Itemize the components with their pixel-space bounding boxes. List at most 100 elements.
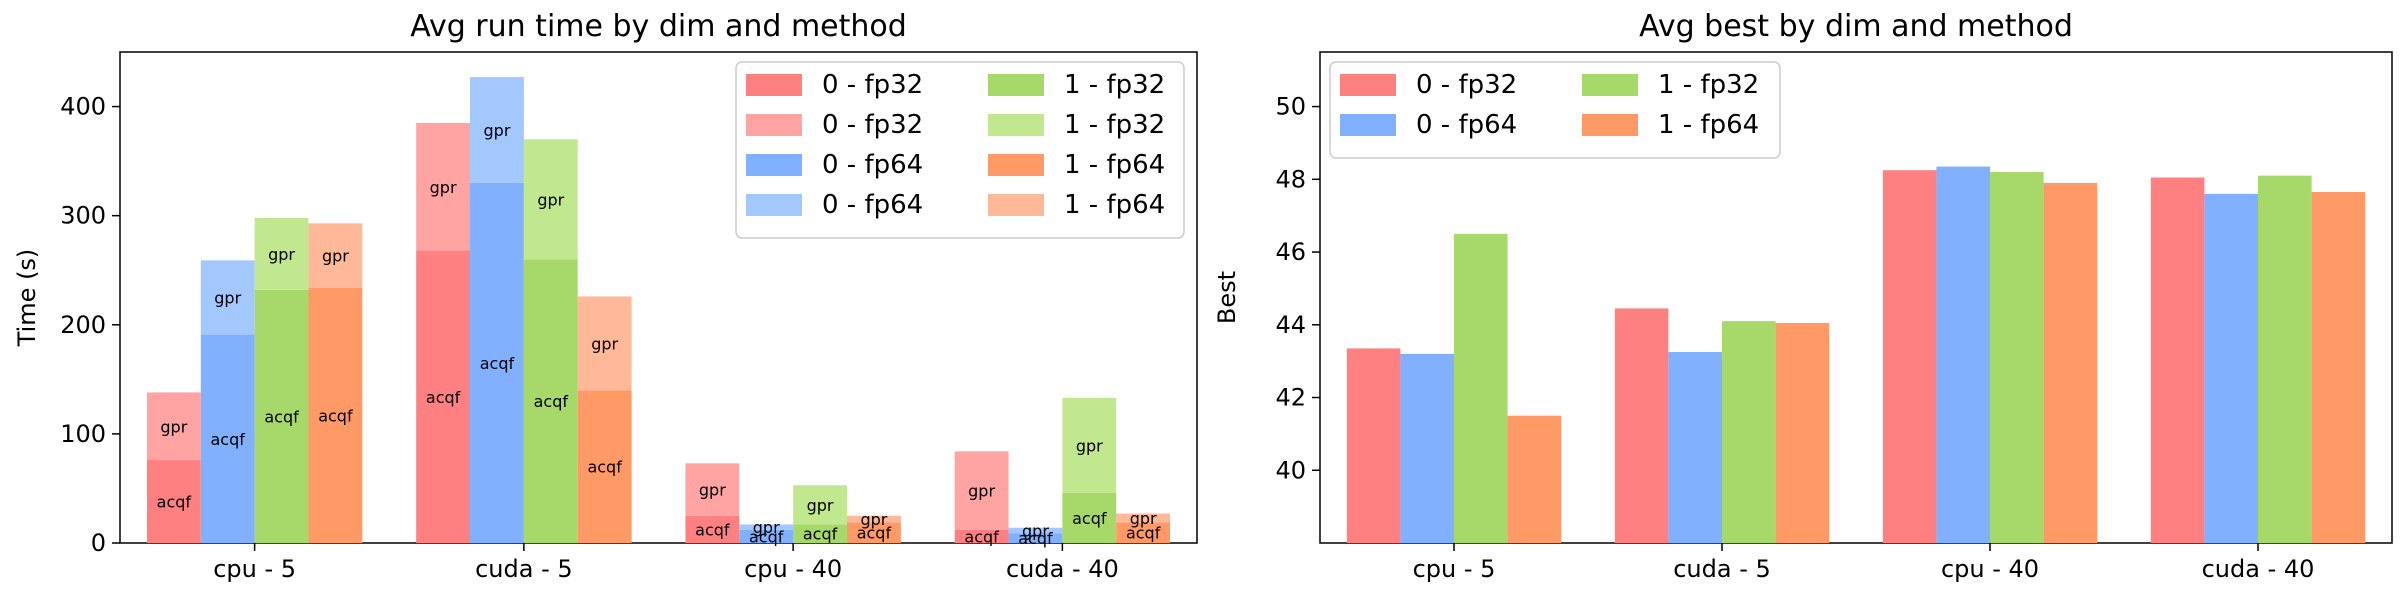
runtime-bar-gpr <box>793 485 847 525</box>
runtime-legend-label: 1 - fp64 <box>1064 150 1165 180</box>
runtime-bar-gpr <box>254 217 309 290</box>
runtime-segment-label-gpr: gpr <box>860 510 887 529</box>
runtime-segment-label-gpr: gpr <box>1076 436 1103 455</box>
best-y-tick-label: 44 <box>1275 311 1306 339</box>
best-x-tick-label: cuda - 40 <box>2202 555 2315 583</box>
runtime-y-tick-label: 100 <box>60 420 106 448</box>
runtime-legend-frame <box>735 61 1185 239</box>
runtime-bar-acqf <box>1062 492 1117 543</box>
runtime-legend-swatch <box>988 114 1044 136</box>
best-bar <box>1668 352 1722 543</box>
best-bar <box>1990 172 2044 543</box>
best-legend-swatch <box>1582 74 1638 96</box>
runtime-segment-label-acqf: acqf <box>695 520 730 539</box>
best-y-axis-label: Best <box>1213 271 1241 324</box>
best-x-tick-label: cuda - 5 <box>1673 555 1771 583</box>
best-legend-frame <box>1329 61 1781 159</box>
best-legend: 0 - fp32 0 - fp64 1 - fp32 1 - fp64 <box>1329 61 1781 159</box>
runtime-bar-acqf <box>308 287 363 543</box>
runtime-bar-acqf <box>846 522 901 543</box>
runtime-bar-acqf <box>1116 522 1171 543</box>
runtime-title: Avg run time by dim and method <box>410 9 907 44</box>
runtime-bar-gpr <box>470 77 524 183</box>
best-x-tick-label: cpu - 5 <box>1413 555 1496 583</box>
best-bar <box>1722 321 1776 543</box>
runtime-bar-gpr <box>954 451 1009 530</box>
runtime-bar-gpr <box>1008 527 1063 534</box>
runtime-bar-acqf <box>685 515 740 543</box>
runtime-bar-acqf <box>739 529 794 543</box>
runtime-legend-swatch <box>746 194 802 216</box>
runtime-bar-acqf <box>523 259 578 543</box>
runtime-segment-label-acqf: acqf <box>264 407 299 426</box>
runtime-legend-swatch <box>988 154 1044 176</box>
runtime-bar-gpr <box>1062 397 1117 493</box>
runtime-segment-label-gpr: gpr <box>430 178 457 197</box>
runtime-legend-swatch <box>988 194 1044 216</box>
runtime-legend-label: 1 - fp32 <box>1064 70 1165 100</box>
best-bar <box>1936 166 1990 544</box>
best-bar <box>2204 193 2258 543</box>
runtime-segment-label-gpr: gpr <box>1022 521 1049 540</box>
runtime-segment-label-acqf: acqf <box>803 525 838 544</box>
runtime-legend: 0 - fp32 0 - fp32 0 - fp64 0 - fp64 1 - fp32… <box>735 61 1185 239</box>
runtime-segment-label-acqf: acqf <box>480 354 515 373</box>
runtime-bar-acqf <box>416 250 471 544</box>
best-legend-swatch <box>1582 114 1638 136</box>
best-bar <box>2258 175 2312 544</box>
best-legend-label: 1 - fp32 <box>1658 70 1759 100</box>
runtime-legend-swatch <box>746 154 802 176</box>
runtime-y-axis-label: Time (s) <box>13 249 41 348</box>
runtime-legend-label: 1 - fp64 <box>1064 190 1165 220</box>
runtime-bar-gpr <box>416 122 471 251</box>
runtime-segment-label-acqf: acqf <box>1072 509 1107 528</box>
runtime-segment-label-gpr: gpr <box>968 482 995 501</box>
runtime-segment-label-gpr: gpr <box>160 417 187 436</box>
best-bar <box>1507 415 1562 543</box>
runtime-segment-label-gpr: gpr <box>591 334 618 353</box>
runtime-y-tick-label: 300 <box>60 202 106 230</box>
best-x-tick-label: cpu - 40 <box>1941 555 2039 583</box>
runtime-bar-gpr <box>523 139 578 260</box>
runtime-bar-acqf <box>577 390 632 543</box>
runtime-segment-label-gpr: gpr <box>699 481 726 500</box>
best-bar <box>2311 192 2366 543</box>
best-bar <box>1454 233 1508 543</box>
runtime-segment-label-acqf: acqf <box>534 392 569 411</box>
runtime-segment-label-acqf: acqf <box>157 493 192 512</box>
runtime-segment-label-gpr: gpr <box>1130 509 1157 528</box>
best-bar <box>1882 170 1937 543</box>
runtime-segment-label-acqf: acqf <box>857 524 892 543</box>
runtime-bar-acqf <box>793 524 847 543</box>
best-legend-label: 0 - fp64 <box>1416 110 1517 140</box>
runtime-segment-label-gpr: gpr <box>484 121 511 140</box>
best-y-tick-label: 42 <box>1275 384 1306 412</box>
runtime-bar-acqf <box>254 289 309 543</box>
runtime-segment-label-acqf: acqf <box>587 458 622 477</box>
runtime-bar-gpr <box>577 296 632 391</box>
runtime-bar-acqf <box>146 460 201 543</box>
runtime-segment-label-gpr: gpr <box>268 245 295 264</box>
best-legend-label: 1 - fp64 <box>1658 110 1759 140</box>
runtime-legend-label: 0 - fp32 <box>822 70 923 100</box>
runtime-segment-label-acqf: acqf <box>964 527 999 546</box>
runtime-y-tick-label: 200 <box>60 311 106 339</box>
best-y-tick-label: 46 <box>1275 238 1306 266</box>
runtime-segment-label-acqf: acqf <box>1018 529 1053 548</box>
best-y-tick-label: 50 <box>1275 93 1306 121</box>
best-title: Avg best by dim and method <box>1639 9 2073 44</box>
runtime-y-tick-label: 0 <box>91 529 106 557</box>
best-plot-frame <box>1319 51 2393 544</box>
runtime-bar-acqf <box>954 529 1009 543</box>
best-legend-swatch <box>1340 114 1396 136</box>
best-bar <box>2043 182 2098 543</box>
runtime-bar-acqf <box>200 334 255 543</box>
runtime-bar-gpr <box>308 223 363 288</box>
best-legend-label: 0 - fp32 <box>1416 70 1517 100</box>
runtime-x-tick-label: cuda - 5 <box>475 555 573 583</box>
runtime-bar-gpr <box>685 463 740 516</box>
runtime-bar-gpr <box>200 260 255 335</box>
best-legend-swatch <box>1340 74 1396 96</box>
runtime-segment-label-gpr: gpr <box>537 190 564 209</box>
best-bar <box>1775 322 1830 543</box>
